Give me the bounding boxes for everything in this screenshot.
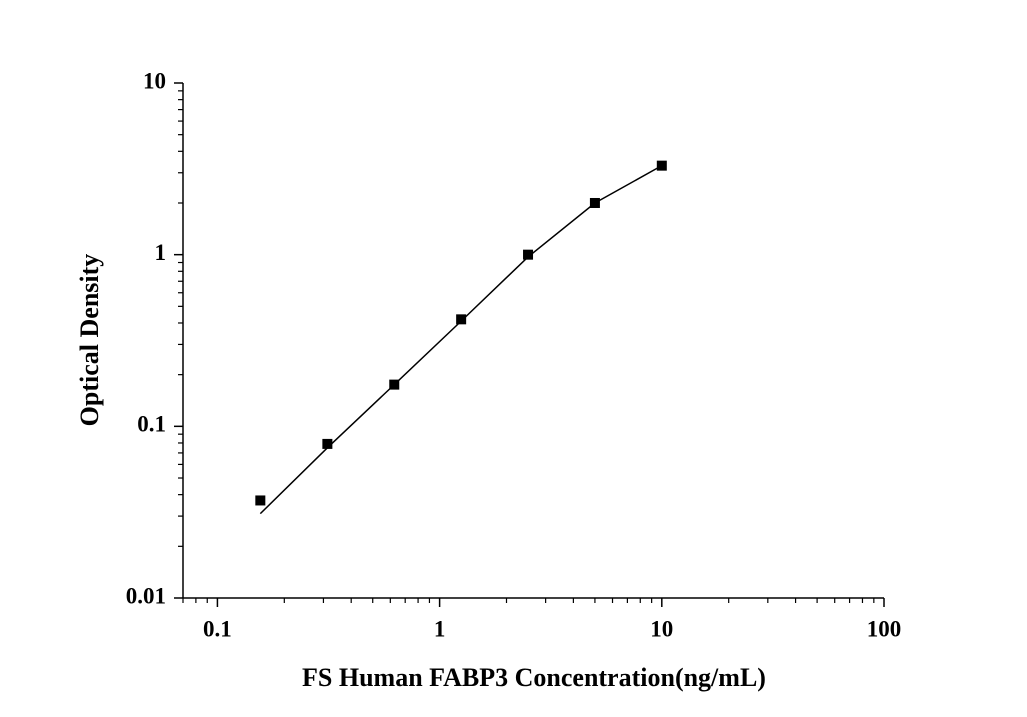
fit-curve bbox=[259, 165, 663, 515]
x-tick-label: 10 bbox=[650, 616, 673, 641]
y-axis-title: Optical Density bbox=[75, 254, 104, 427]
y-tick-label: 0.01 bbox=[126, 583, 166, 608]
y-tick-label: 1 bbox=[155, 240, 167, 265]
data-point bbox=[456, 314, 467, 325]
x-tick-label: 100 bbox=[867, 616, 902, 641]
x-tick-label: 0.1 bbox=[203, 616, 232, 641]
data-point bbox=[255, 495, 266, 506]
x-axis-title: FS Human FABP3 Concentration(ng/mL) bbox=[302, 663, 766, 692]
y-tick-label: 10 bbox=[143, 68, 166, 93]
data-point bbox=[523, 249, 534, 260]
data-point bbox=[322, 438, 333, 449]
x-tick-label: 1 bbox=[434, 616, 446, 641]
y-tick-label: 0.1 bbox=[137, 412, 166, 437]
